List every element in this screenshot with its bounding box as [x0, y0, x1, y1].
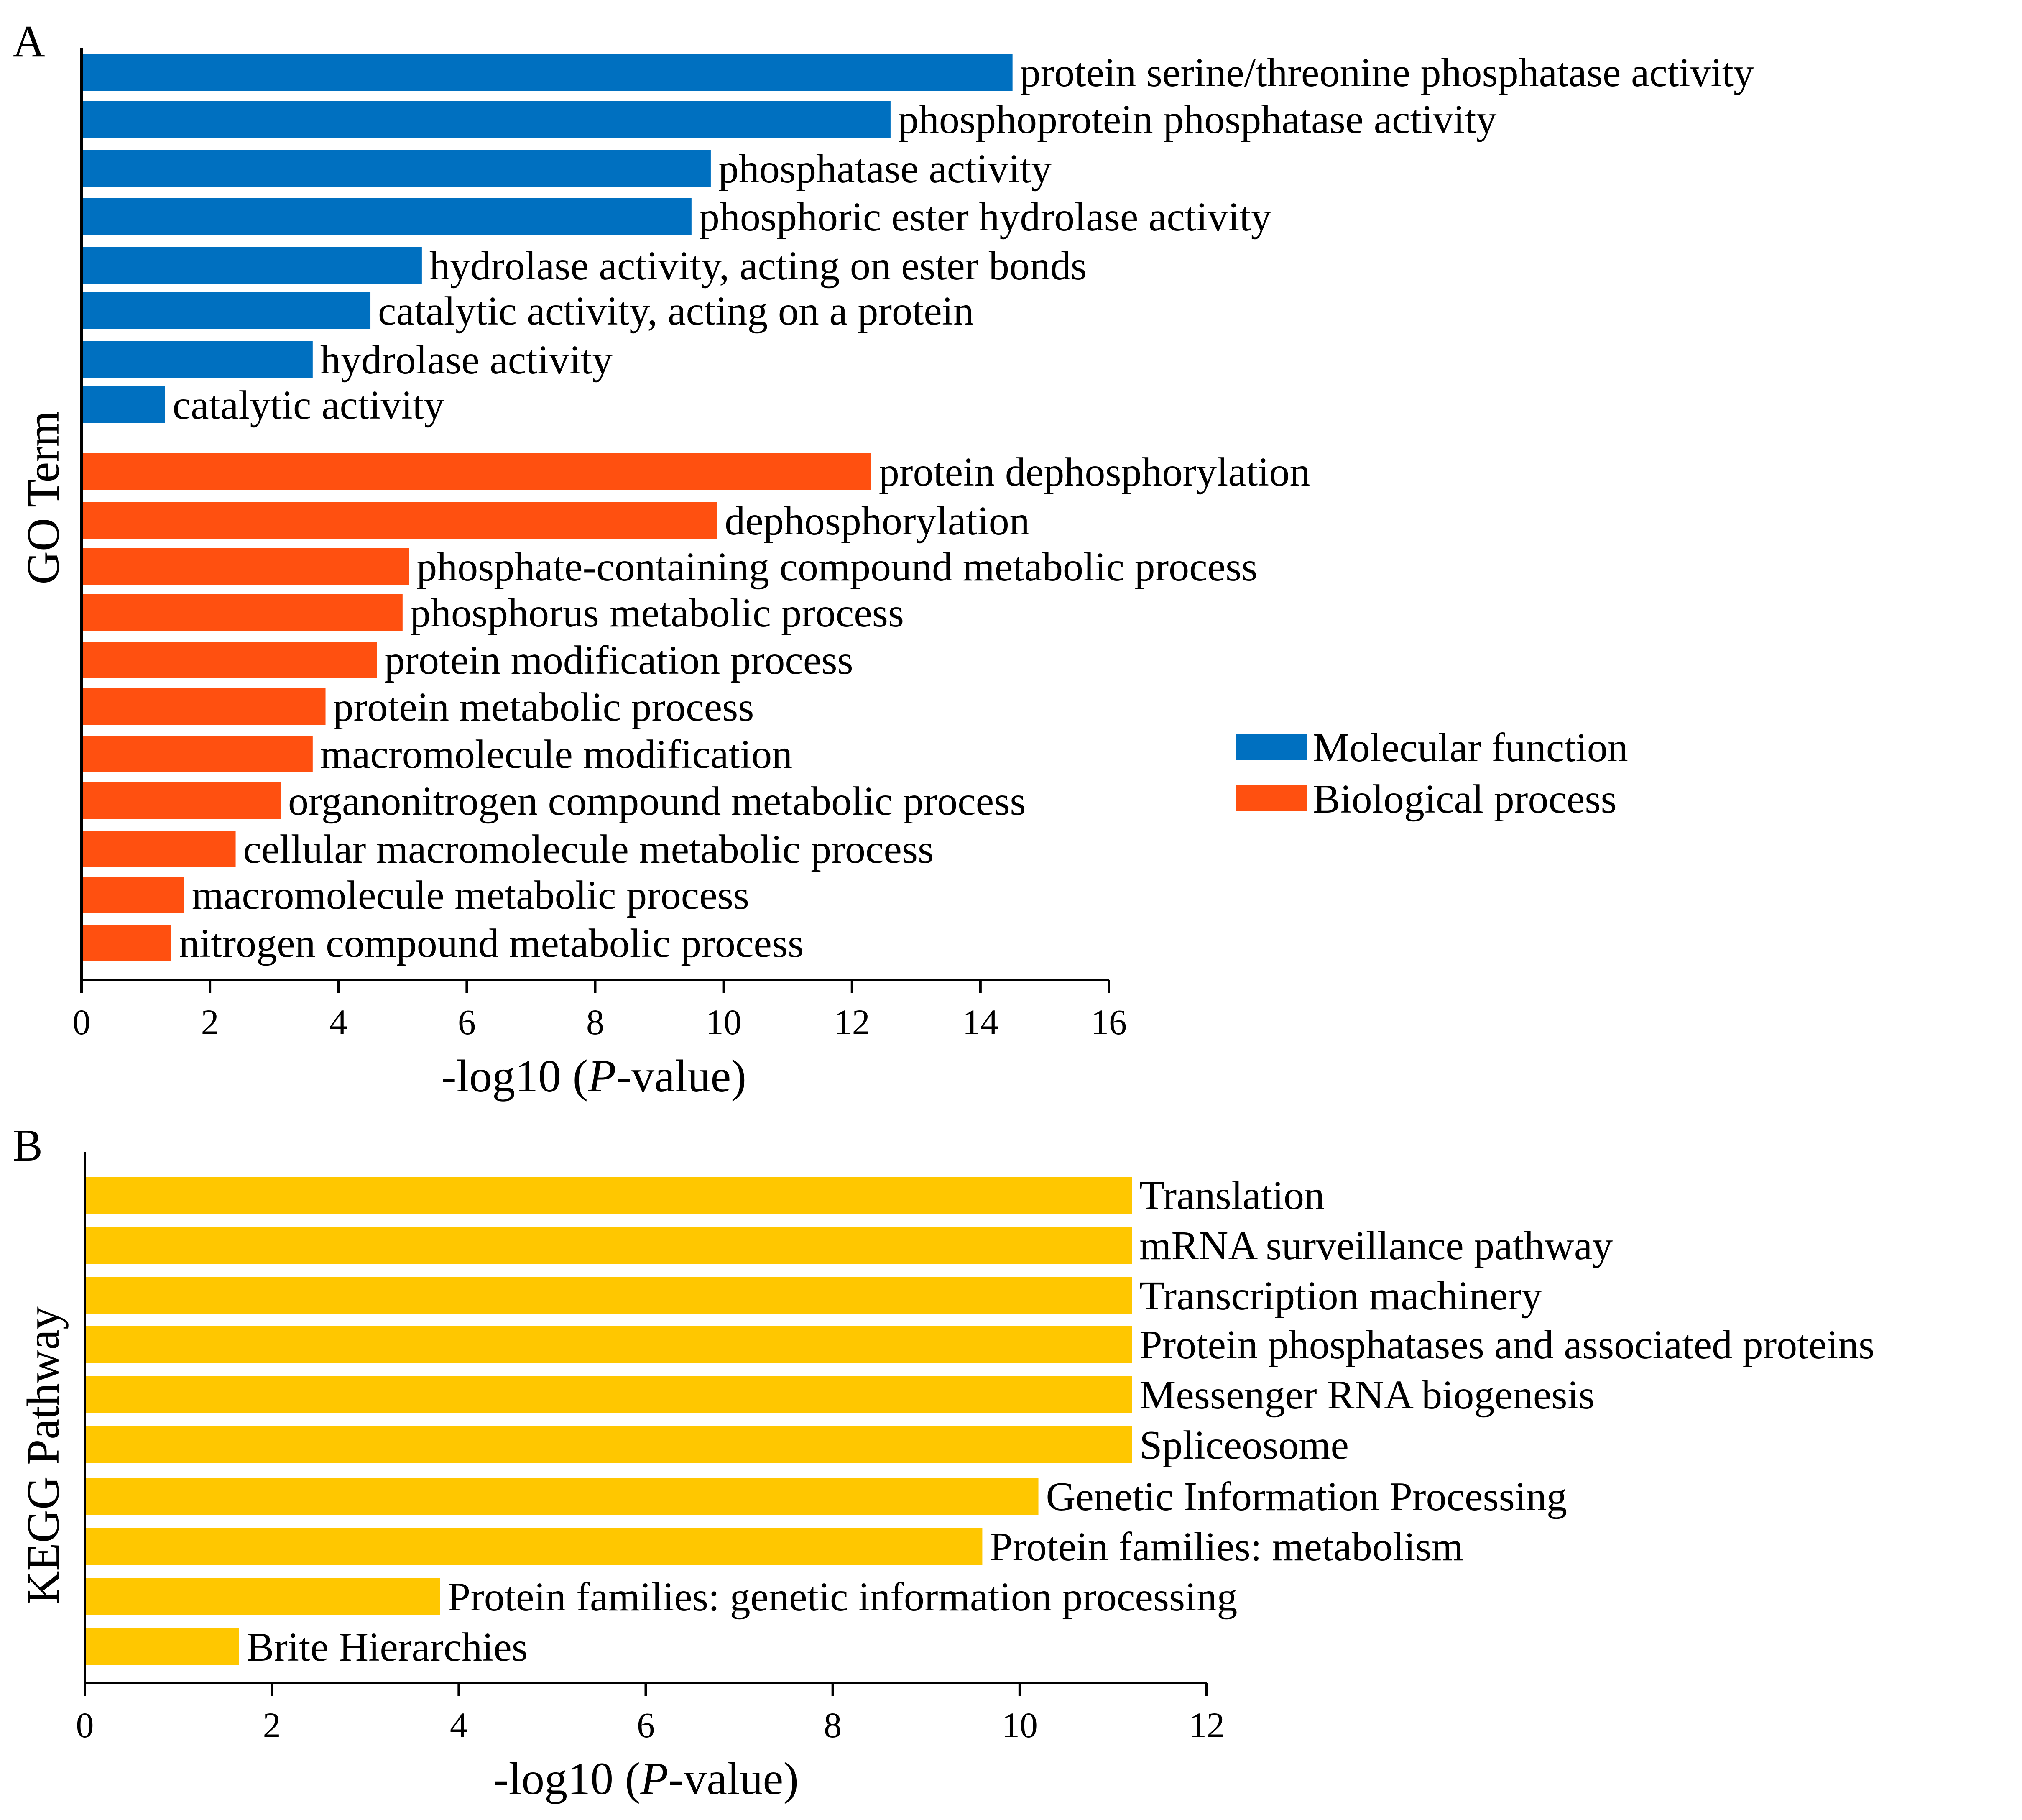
panel-b-x-axis-title: -log10 (P-value) [493, 1753, 799, 1804]
x-tick-label: 6 [637, 1705, 655, 1745]
bar-transcription-machinery [85, 1277, 1132, 1314]
bar-protein-families-genetic-information-processing [85, 1578, 440, 1615]
bar-genetic-information-processing [85, 1478, 1039, 1515]
bar-protein-phosphatases-and-associated-proteins [85, 1326, 1132, 1363]
bar-label: macromolecule modification [320, 732, 792, 777]
bar-phosphoprotein-phosphatase-activity [82, 101, 891, 138]
panel-a-legend: Molecular function Biological process [1236, 725, 1628, 822]
panel-a-bar-labels: protein serine/threonine phosphatase act… [173, 50, 1754, 966]
bar-label: nitrogen compound metabolic process [179, 921, 804, 966]
bar-phosphorus-metabolic-process [82, 594, 403, 631]
panel-b-x-ticks: 0 2 4 6 8 10 12 [76, 1683, 1225, 1745]
x-tick-label: 16 [1091, 1002, 1127, 1042]
panel-b-letter: B [13, 1121, 43, 1171]
bar-protein-serine-threonine-phosphatase-activity [82, 54, 1013, 91]
bar-macromolecule-modification [82, 736, 313, 772]
bar-label: Messenger RNA biogenesis [1139, 1373, 1595, 1418]
panel-a-x-ticks: 0 2 4 6 8 10 12 14 16 [73, 980, 1127, 1042]
x-tick-label: 4 [329, 1002, 347, 1042]
bar-spliceosome [85, 1426, 1132, 1463]
bar-label: phosphorus metabolic process [410, 590, 904, 636]
bar-label: cellular macromolecule metabolic process [243, 827, 934, 872]
x-tick-label: 2 [201, 1002, 219, 1042]
panel-a-x-axis-title: -log10 (P-value) [441, 1051, 746, 1102]
bar-label: mRNA surveillance pathway [1139, 1223, 1613, 1268]
x-tick-label: 10 [1002, 1705, 1038, 1745]
legend-swatch-biological-process [1236, 785, 1307, 811]
bar-label: dephosphorylation [725, 498, 1029, 544]
bar-label: protein modification process [384, 638, 853, 683]
bar-label: Protein phosphatases and associated prot… [1139, 1322, 1874, 1368]
x-tick-label: 0 [73, 1002, 91, 1042]
panel-b-y-axis-title: KEGG Pathway [18, 1306, 69, 1604]
bar-hydrolase-activity-acting-on-ester-bonds [82, 247, 422, 284]
legend-label-biological-process: Biological process [1313, 777, 1617, 822]
legend-swatch-molecular-function [1236, 734, 1307, 760]
bar-brite-hierarchies [85, 1628, 239, 1665]
bar-label: phosphate-containing compound metabolic … [416, 544, 1257, 590]
bar-phosphatase-activity [82, 150, 711, 187]
bar-protein-modification-process [82, 642, 377, 678]
bar-label: Protein families: genetic information pr… [448, 1575, 1238, 1620]
panel-a-go-term-chart: A GO Term protein serine/threonine phosp… [13, 17, 1754, 1102]
legend-label-molecular-function: Molecular function [1313, 725, 1628, 770]
bar-label: Transcription machinery [1139, 1273, 1542, 1319]
bar-protein-families-metabolism [85, 1528, 983, 1565]
bar-phosphate-containing-compound-metabolic-process [82, 548, 409, 585]
bar-protein-dephosphorylation [82, 453, 871, 490]
bar-organonitrogen-compound-metabolic-process [82, 782, 281, 819]
bar-label: catalytic activity [173, 383, 444, 428]
bar-dephosphorylation [82, 502, 717, 539]
x-tick-label: 8 [824, 1705, 842, 1745]
bar-label: protein metabolic process [333, 685, 754, 730]
bar-label: Spliceosome [1139, 1423, 1349, 1468]
bar-protein-metabolic-process [82, 688, 326, 725]
bar-macromolecule-metabolic-process [82, 877, 184, 913]
bar-label: organonitrogen compound metabolic proces… [288, 779, 1026, 824]
bar-label: catalytic activity, acting on a protein [378, 289, 974, 334]
x-tick-label: 0 [76, 1705, 94, 1745]
x-tick-label: 4 [450, 1705, 468, 1745]
bar-phosphoric-ester-hydrolase-activity [82, 198, 692, 235]
bar-label: Brite Hierarchies [247, 1625, 528, 1670]
bar-label: phosphoric ester hydrolase activity [699, 194, 1271, 240]
bar-nitrogen-compound-metabolic-process [82, 925, 171, 961]
panel-a-y-axis-title: GO Term [18, 411, 69, 585]
bar-label: hydrolase activity, acting on ester bond… [429, 243, 1087, 289]
bar-label: hydrolase activity [320, 337, 613, 383]
bar-label: macromolecule metabolic process [192, 873, 749, 918]
bar-catalytic-activity-acting-on-a-protein [82, 292, 371, 329]
bar-messenger-rna-biogenesis [85, 1376, 1132, 1413]
bar-label: Genetic Information Processing [1046, 1474, 1567, 1519]
x-tick-label: 2 [263, 1705, 281, 1745]
bar-label: Translation [1139, 1173, 1325, 1218]
x-tick-label: 12 [1189, 1705, 1225, 1745]
bar-label: phosphatase activity [718, 146, 1052, 192]
bar-catalytic-activity [82, 386, 165, 423]
bar-translation [85, 1177, 1132, 1214]
x-tick-label: 14 [962, 1002, 998, 1042]
x-tick-label: 8 [586, 1002, 604, 1042]
bar-mrna-surveillance-pathway [85, 1227, 1132, 1264]
panel-b-bar-labels: Translation mRNA surveillance pathway Tran… [247, 1173, 1874, 1670]
panel-a-letter: A [13, 17, 45, 66]
bar-label: Protein families: metabolism [990, 1524, 1463, 1569]
bar-hydrolase-activity [82, 341, 313, 378]
x-tick-label: 12 [834, 1002, 870, 1042]
x-tick-label: 6 [458, 1002, 476, 1042]
panel-b-kegg-pathway-chart: B KEGG Pathway Translation mRNA surveilla… [13, 1121, 1874, 1804]
bar-label: protein serine/threonine phosphatase act… [1020, 50, 1754, 95]
bar-label: phosphoprotein phosphatase activity [898, 97, 1497, 142]
bar-cellular-macromolecule-metabolic-process [82, 831, 236, 867]
panel-b-bars [85, 1177, 1132, 1665]
bar-label: protein dephosphorylation [879, 450, 1310, 495]
panel-a-bars [82, 54, 1013, 961]
x-tick-label: 10 [706, 1002, 742, 1042]
